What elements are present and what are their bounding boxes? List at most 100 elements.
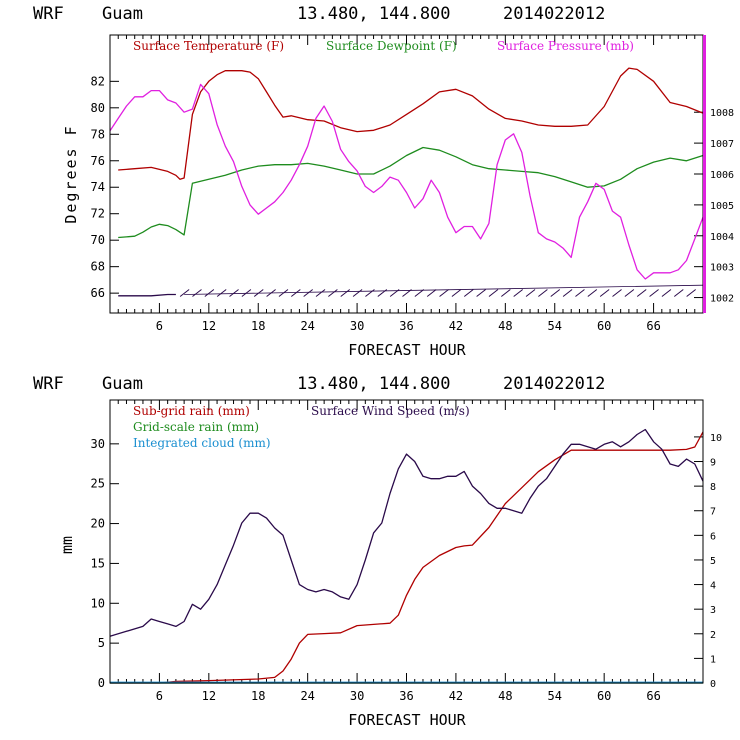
panel1-y-axis-label: Degrees F: [62, 124, 80, 223]
y-tick-label: 20: [91, 517, 105, 531]
series-sub-grid-rain-mm: [110, 431, 704, 684]
wind-barb: [661, 289, 672, 297]
panel2-series: [109, 428, 704, 684]
wind-barb: [501, 289, 511, 297]
y2-tick-label: 1006: [710, 170, 734, 181]
series-surface-dewpoint-f: [118, 146, 704, 239]
wind-barb: [315, 289, 326, 297]
x-tick-label: 18: [251, 689, 265, 703]
panel2-header: WRF Guam 13.480, 144.800 2014022012: [33, 374, 605, 394]
wind-barb: [599, 289, 610, 297]
x-tick-label: 18: [251, 319, 265, 333]
y-tick-label: 76: [91, 154, 105, 168]
y2-tick-label: 1: [710, 654, 716, 665]
legend-surface-pressure: Surface Pressure (mb): [497, 39, 634, 53]
wind-barb: [352, 289, 363, 297]
wind-barb: [426, 289, 437, 297]
wind-barb: [673, 289, 684, 297]
x-tick-label: 30: [350, 319, 364, 333]
wind-barb: [649, 289, 659, 297]
x-tick-label: 36: [399, 689, 413, 703]
legend-gridscale-rain: Grid-scale rain (mm): [133, 420, 259, 434]
legend-surface-temperature: Surface Temperature (F): [133, 39, 284, 53]
panel1-location: Guam: [102, 4, 143, 24]
wind-barb: [587, 289, 598, 297]
panel1-header: WRF Guam 13.480, 144.800 2014022012: [33, 4, 605, 24]
wind-barb-baseline: [184, 284, 704, 295]
y-tick-label: 5: [98, 636, 105, 650]
x-tick-label: 42: [449, 689, 463, 703]
wind-barb: [328, 289, 338, 297]
y-tick-label: 0: [98, 676, 105, 690]
wind-barb: [451, 289, 462, 297]
y-tick-label: 78: [91, 127, 105, 141]
panel1-legend: Surface Temperature (F) Surface Dewpoint…: [133, 39, 634, 53]
panel2-ticks: 6 12 18 24 30 36 42 48 54 60 660510152025300123456…: [91, 400, 722, 703]
wind-barb: [575, 289, 585, 297]
legend-subgrid-rain: Sub-grid rain (mm): [133, 404, 250, 418]
panel2-legend: Sub-grid rain (mm) Grid-scale rain (mm) …: [133, 404, 470, 450]
wind-barb: [365, 289, 375, 297]
x-tick-label: 54: [548, 689, 562, 703]
wind-barb: [624, 289, 635, 297]
y2-tick-label: 1002: [710, 294, 734, 305]
panel2-model: WRF: [33, 374, 64, 394]
y-tick-label: 25: [91, 477, 105, 491]
x-tick-label: 24: [300, 689, 314, 703]
wind-barb: [612, 289, 622, 297]
panel1-init-time: 2014022012: [503, 4, 605, 24]
x-tick-label: 66: [646, 319, 660, 333]
wind-barb: [686, 289, 696, 297]
series-surface-wind-speed-m-s: [109, 428, 704, 637]
y2-tick-label: 2: [710, 630, 716, 641]
wind-barb: [513, 289, 523, 297]
x-tick-label: 48: [498, 689, 512, 703]
x-tick-label: 30: [350, 689, 364, 703]
y-tick-label: 70: [91, 233, 105, 247]
y-tick-label: 10: [91, 596, 105, 610]
y-tick-label: 82: [91, 74, 105, 88]
panel1-frame: [109, 34, 704, 314]
y-tick-label: 74: [91, 180, 105, 194]
panel2-x-axis-label: FORECAST HOUR: [348, 711, 466, 729]
legend-surface-wind-speed: Surface Wind Speed (m/s): [311, 404, 470, 418]
y2-tick-label: 6: [710, 531, 716, 542]
series-surface-pressure-mb: [109, 83, 704, 280]
wind-barb: [303, 289, 313, 297]
panel2-init-time: 2014022012: [503, 374, 605, 394]
wind-barb: [192, 289, 202, 297]
y2-tick-label: 1008: [710, 108, 734, 119]
y-tick-label: 72: [91, 207, 105, 221]
x-tick-label: 36: [399, 319, 413, 333]
legend-integrated-cloud: Integrated cloud (mm): [133, 436, 271, 450]
y2-tick-label: 7: [710, 507, 716, 518]
y-tick-label: 30: [91, 437, 105, 451]
wind-barb: [216, 289, 227, 297]
x-tick-label: 54: [548, 319, 562, 333]
panel1-x-axis-label: FORECAST HOUR: [348, 341, 466, 359]
wind-barb: [636, 289, 647, 297]
y-tick-label: 80: [91, 101, 105, 115]
wind-barb: [488, 289, 499, 297]
y-tick-label: 15: [91, 556, 105, 570]
wind-barb: [439, 289, 449, 297]
wind-barb: [476, 289, 486, 297]
panel1-ticks: 6 12 18 24 30 36 42 48 54 60 66 66 68 70 72 74 76 78 80 82 1…: [91, 35, 734, 333]
wind-barb: [291, 289, 301, 297]
wind-barb: [538, 289, 548, 297]
x-tick-label: 6: [156, 319, 163, 333]
x-tick-label: 42: [449, 319, 463, 333]
x-tick-label: 6: [156, 689, 163, 703]
x-tick-label: 60: [597, 689, 611, 703]
series-surface-temperature-f: [118, 67, 704, 180]
wind-barb: [340, 289, 351, 297]
wind-barb: [204, 289, 215, 297]
y2-tick-label: 1007: [710, 139, 734, 150]
y2-tick-label: 1004: [710, 232, 734, 243]
wind-barb: [525, 289, 536, 297]
y2-tick-label: 5: [710, 556, 716, 567]
wind-barb: [463, 289, 474, 297]
y2-tick-label: 3: [710, 605, 716, 616]
y2-tick-label: 0: [710, 679, 716, 690]
y2-tick-label: 8: [710, 482, 716, 493]
